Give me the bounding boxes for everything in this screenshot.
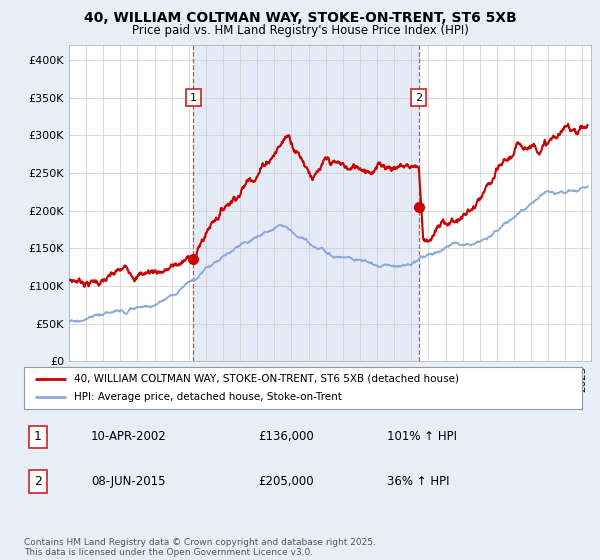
Text: 101% ↑ HPI: 101% ↑ HPI [387, 430, 457, 444]
Text: £205,000: £205,000 [259, 475, 314, 488]
Text: 1: 1 [34, 430, 42, 444]
Text: 2: 2 [415, 92, 422, 102]
Text: 1: 1 [190, 92, 197, 102]
Text: 40, WILLIAM COLTMAN WAY, STOKE-ON-TRENT, ST6 5XB: 40, WILLIAM COLTMAN WAY, STOKE-ON-TRENT,… [83, 11, 517, 25]
Text: £136,000: £136,000 [259, 430, 314, 444]
Text: HPI: Average price, detached house, Stoke-on-Trent: HPI: Average price, detached house, Stok… [74, 392, 342, 402]
Text: 2: 2 [34, 475, 42, 488]
Text: 40, WILLIAM COLTMAN WAY, STOKE-ON-TRENT, ST6 5XB (detached house): 40, WILLIAM COLTMAN WAY, STOKE-ON-TRENT,… [74, 374, 459, 384]
Text: 36% ↑ HPI: 36% ↑ HPI [387, 475, 449, 488]
Text: 08-JUN-2015: 08-JUN-2015 [91, 475, 166, 488]
Text: 10-APR-2002: 10-APR-2002 [91, 430, 167, 444]
Text: Contains HM Land Registry data © Crown copyright and database right 2025.
This d: Contains HM Land Registry data © Crown c… [24, 538, 376, 557]
Text: Price paid vs. HM Land Registry's House Price Index (HPI): Price paid vs. HM Land Registry's House … [131, 24, 469, 36]
Bar [193, 45, 419, 361]
